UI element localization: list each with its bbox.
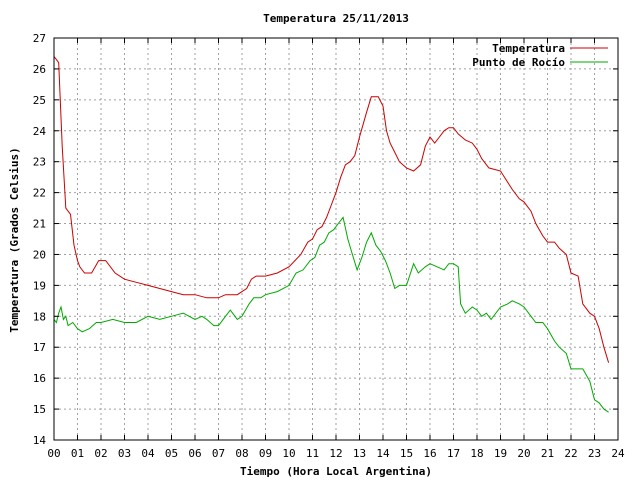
x-tick-label: 15	[400, 447, 413, 460]
series-line-temperatura	[53, 56, 610, 363]
legend-item-temperatura: Temperatura	[492, 42, 608, 55]
x-tick-label: 06	[188, 447, 201, 460]
y-tick-labels: 14 15 16 17 18 19 20 21 22 23 24 25 26 27	[33, 32, 47, 447]
x-tick-label: 11	[306, 447, 319, 460]
y-tick-label: 17	[33, 341, 46, 354]
x-tick-label: 24	[611, 447, 625, 460]
x-tick-label: 04	[141, 447, 155, 460]
y-tick-label: 18	[33, 310, 46, 323]
y-tick-label: 26	[33, 63, 46, 76]
legend-item-punto-de-rocio: Punto de Rocío	[472, 56, 608, 69]
x-tick-label: 09	[259, 447, 272, 460]
series-line-punto-de-rocio	[53, 216, 609, 413]
x-tick-label: 23	[588, 447, 601, 460]
y-tick-label: 19	[33, 279, 46, 292]
y-tick-label: 21	[33, 218, 46, 231]
chart-title: Temperatura 25/11/2013	[263, 12, 409, 25]
y-tick-label: 24	[33, 125, 47, 138]
x-tick-label: 07	[212, 447, 225, 460]
y-tick-label: 22	[33, 187, 46, 200]
legend-label-punto-de-rocio: Punto de Rocío	[472, 56, 565, 69]
x-tick-label: 00	[47, 447, 60, 460]
x-tick-label: 03	[118, 447, 131, 460]
y-tick-label: 25	[33, 94, 46, 107]
x-tick-label: 20	[517, 447, 530, 460]
x-tick-label: 02	[94, 447, 107, 460]
x-tick-label: 21	[541, 447, 554, 460]
x-axis-label: Tiempo (Hora Local Argentina)	[240, 465, 432, 478]
x-tick-label: 05	[165, 447, 178, 460]
x-tick-label: 01	[71, 447, 84, 460]
x-tick-label: 14	[376, 447, 390, 460]
x-tick-label: 12	[329, 447, 342, 460]
x-tick-label: 16	[423, 447, 436, 460]
x-tick-label: 10	[282, 447, 295, 460]
grid-lines	[54, 38, 618, 440]
y-tick-label: 14	[33, 434, 47, 447]
x-tick-label: 17	[447, 447, 460, 460]
x-tick-labels: 00 01 02 03 04 05 06 07 08 09 10 11 12 13 14 15 16 17 18 19…	[47, 447, 625, 460]
y-tick-label: 15	[33, 403, 46, 416]
x-tick-label: 13	[353, 447, 366, 460]
y-tick-label: 20	[33, 248, 46, 261]
y-tick-label: 27	[33, 32, 46, 45]
tick-marks	[53, 37, 619, 441]
x-tick-label: 18	[470, 447, 483, 460]
x-tick-label: 22	[564, 447, 577, 460]
x-tick-label: 19	[494, 447, 507, 460]
series-layer	[53, 56, 610, 413]
legend: Temperatura Punto de Rocío	[472, 42, 608, 69]
y-axis-label: Temperatura (Grados Celsius)	[8, 147, 21, 332]
legend-label-temperatura: Temperatura	[492, 42, 565, 55]
x-tick-label: 08	[235, 447, 248, 460]
y-tick-label: 16	[33, 372, 46, 385]
y-tick-label: 23	[33, 156, 46, 169]
